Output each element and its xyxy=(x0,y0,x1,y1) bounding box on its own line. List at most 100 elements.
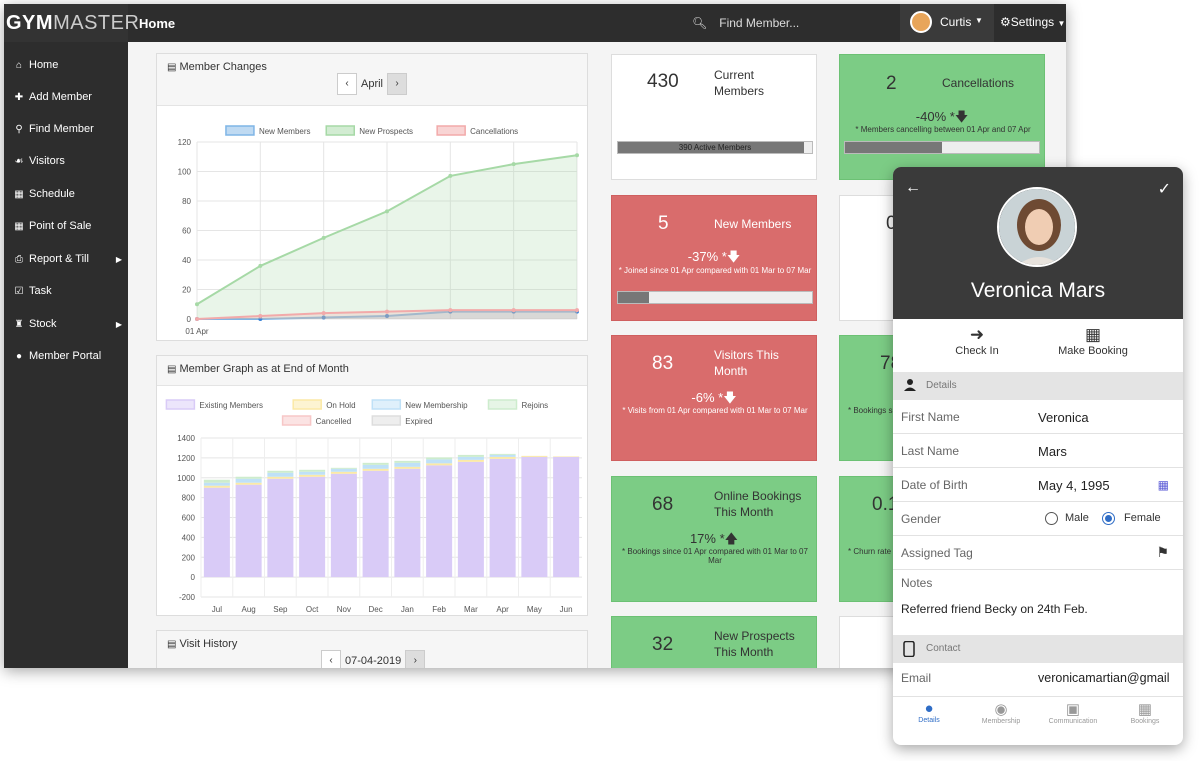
notes-row[interactable]: Notes Referred friend Becky on 24th Feb. xyxy=(901,576,1088,616)
legend-swatch xyxy=(325,125,355,136)
settings-menu[interactable]: ⚙Settings ▼ xyxy=(1000,15,1066,29)
tab-communication[interactable]: ▣ Communication xyxy=(1037,700,1109,725)
data-point xyxy=(195,317,199,321)
back-arrow-icon[interactable]: ← xyxy=(905,179,921,196)
sidebar-item-home[interactable]: ⌂ Home xyxy=(15,59,59,71)
bar-segment xyxy=(362,462,389,465)
progress-bar xyxy=(617,291,813,304)
legend-swatch xyxy=(487,399,518,410)
sidebar-item-find-member[interactable]: ⚲ Find Member xyxy=(15,123,94,135)
female-radio[interactable] xyxy=(1102,512,1115,525)
series-area xyxy=(197,311,577,319)
change-percent: 17% *🡅︎ xyxy=(689,531,739,546)
card-value: 0.1 xyxy=(872,494,899,515)
sidebar-item-stock[interactable]: ♜ Stock ▶ xyxy=(14,318,122,330)
mobile-icon xyxy=(903,640,917,658)
tab-bookings[interactable]: ▦ Bookings xyxy=(1109,700,1181,725)
legend-label: New Members xyxy=(259,127,311,136)
card-value: 68 xyxy=(652,494,674,515)
make-booking-button[interactable]: ▦ Make Booking xyxy=(1048,325,1138,357)
data-point xyxy=(575,308,579,313)
legend-swatch xyxy=(371,399,402,410)
partial-card[interactable] xyxy=(839,616,899,668)
caret-right-icon: ▶ xyxy=(115,254,122,264)
sidebar-item-point-of-sale[interactable]: ▦ Point of Sale xyxy=(14,220,92,232)
data-point xyxy=(385,314,389,319)
bar-segment xyxy=(457,454,484,457)
bar-segment xyxy=(203,485,230,488)
card-description: * Visits from 01 Apr compared with 01 Ma… xyxy=(622,406,808,415)
legend-swatch xyxy=(225,125,255,136)
bar-segment xyxy=(426,459,453,464)
bar-segment xyxy=(330,473,357,578)
visitors-card[interactable]: 83 Visitors This Month -6% *🡇︎ * Visits … xyxy=(611,335,817,461)
sidebar-item-schedule[interactable]: ▦ Schedule xyxy=(14,188,75,200)
y-tick-label: 80 xyxy=(182,197,191,206)
tab-membership[interactable]: ◉ Membership xyxy=(965,700,1037,725)
new-members-card[interactable]: 5 New Members -37% *🡇︎ * Joined since 01… xyxy=(611,195,817,321)
y-tick-label: 0 xyxy=(187,315,192,324)
visit-history-panel: ▤ Visit History ‹ 07-04-2019 › xyxy=(156,630,588,668)
logo[interactable]: GYMMASTER xyxy=(4,4,139,42)
male-radio[interactable] xyxy=(1045,512,1058,525)
legend-label: Cancellations xyxy=(470,127,518,136)
current-members-card[interactable]: 430 Current Members 390 Active Members xyxy=(611,54,817,180)
change-percent: -6% *🡇︎ xyxy=(691,390,737,405)
legend-label: Existing Members xyxy=(199,401,263,410)
assigned-tag-row[interactable]: Assigned Tag ⚑ xyxy=(893,536,1183,570)
next-button[interactable]: › xyxy=(387,73,408,95)
check-icon[interactable]: ✓ xyxy=(1157,181,1171,198)
tab-details[interactable]: ● Details xyxy=(893,700,965,724)
first-name-row[interactable]: First Name Veronica xyxy=(893,400,1183,434)
partial-card[interactable]: 0 xyxy=(839,195,899,321)
check-in-button[interactable]: ➜ Check In xyxy=(943,325,1011,357)
search-input[interactable]: Find Member... xyxy=(719,16,800,30)
caret-down-icon: ▼ xyxy=(975,16,983,25)
bar-segment xyxy=(267,478,294,578)
partial-card[interactable]: 0.1 * Churn rate xyxy=(839,476,899,602)
globe-icon: ● xyxy=(15,350,23,362)
online-bookings-card[interactable]: 68 Online Bookings This Month 17% *🡅︎ * … xyxy=(611,476,817,602)
dob-row[interactable]: Date of Birth May 4, 1995 ▦ xyxy=(893,468,1183,502)
sign-in-icon: ➜ xyxy=(969,325,985,344)
panel-header: ▤ Member Graph as at End of Month xyxy=(157,356,587,386)
sidebar-item-report-till[interactable]: ⎙ Report & Till ▶ xyxy=(15,253,122,265)
arrow-down-icon: 🡇︎ xyxy=(726,249,741,264)
partial-card[interactable]: 78 * Bookings s xyxy=(839,335,899,461)
card-description: * Bookings since 01 Apr compared with 01… xyxy=(622,547,808,565)
next-button[interactable]: › xyxy=(405,650,426,668)
arrow-down-icon: 🡇︎ xyxy=(954,109,969,124)
progress-bar xyxy=(844,141,1040,154)
sidebar-item-task[interactable]: ☑ Task xyxy=(14,285,52,297)
last-name-row[interactable]: Last Name Mars xyxy=(893,434,1183,468)
new-prospects-card[interactable]: 32 New Prospects This Month xyxy=(611,616,817,668)
x-tick-label: Mar xyxy=(464,605,478,614)
details-section-header: Details xyxy=(893,372,1183,400)
card-value: 32 xyxy=(652,634,674,655)
profile-photo xyxy=(997,187,1077,267)
prev-button[interactable]: ‹ xyxy=(321,650,341,668)
tags-icon[interactable]: ⚑ xyxy=(1156,544,1169,560)
sidebar-item-member-portal[interactable]: ● Member Portal xyxy=(15,350,102,362)
cancellations-card[interactable]: 2 Cancellations -40% *🡇︎ * Members cance… xyxy=(839,54,1045,180)
search-box[interactable]: 🔍︎ Find Member... xyxy=(692,16,799,30)
y-tick-label: 1200 xyxy=(177,454,195,463)
search-icon: 🔍︎ xyxy=(692,16,708,30)
member-changes-chart: New Members New Prospects Cancellations 0 20… xyxy=(178,125,579,336)
calendar-icon[interactable]: ▦ xyxy=(1157,478,1169,492)
sidebar-item-visitors[interactable]: ☙ Visitors xyxy=(14,155,65,167)
sidebar-item-add-member[interactable]: ✚ Add Member xyxy=(14,91,92,103)
member-profile-panel: ← ✓ Veronica Mars ➜ Check In ▦ Make Bookin… xyxy=(893,167,1183,745)
sidebar: ⌂ Home ✚ Add Member ⚲ Find Member ☙ Visitors… xyxy=(4,42,128,668)
user-menu[interactable]: Curtis ▼ xyxy=(900,4,994,42)
card-label: New Members xyxy=(714,217,792,231)
data-point xyxy=(321,311,326,316)
prev-button[interactable]: ‹ xyxy=(337,73,357,95)
bar-segment xyxy=(235,482,262,485)
nav-home-link[interactable]: Home xyxy=(139,16,176,31)
card-description: * Members cancelling between 01 Apr and … xyxy=(855,125,1031,134)
bar-segment xyxy=(489,456,516,459)
x-tick-label: Oct xyxy=(306,605,319,614)
email-row[interactable]: Email veronicamartian@gmail xyxy=(893,663,1183,697)
bar-segment xyxy=(203,482,230,486)
